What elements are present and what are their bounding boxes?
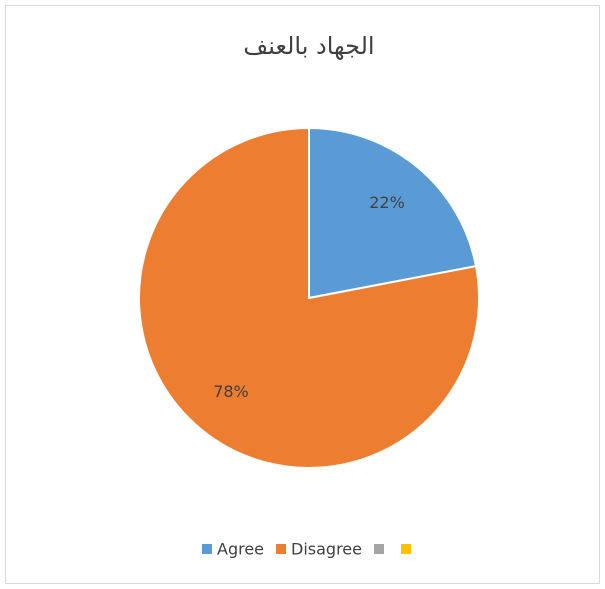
legend-swatch [401, 544, 411, 554]
pie-slice [308, 126, 478, 300]
legend-label: Agree [217, 540, 264, 559]
legend-swatch [202, 544, 212, 554]
legend-swatch [374, 544, 384, 554]
legend-label: Disagree [291, 540, 362, 559]
chart-title: الجهاد بالعنف [243, 32, 374, 60]
pie-slice [138, 126, 480, 469]
data-label: 78% [213, 382, 249, 401]
data-label: 22% [369, 193, 405, 212]
legend: Agree Disagree [202, 540, 411, 559]
legend-swatch [276, 544, 287, 554]
